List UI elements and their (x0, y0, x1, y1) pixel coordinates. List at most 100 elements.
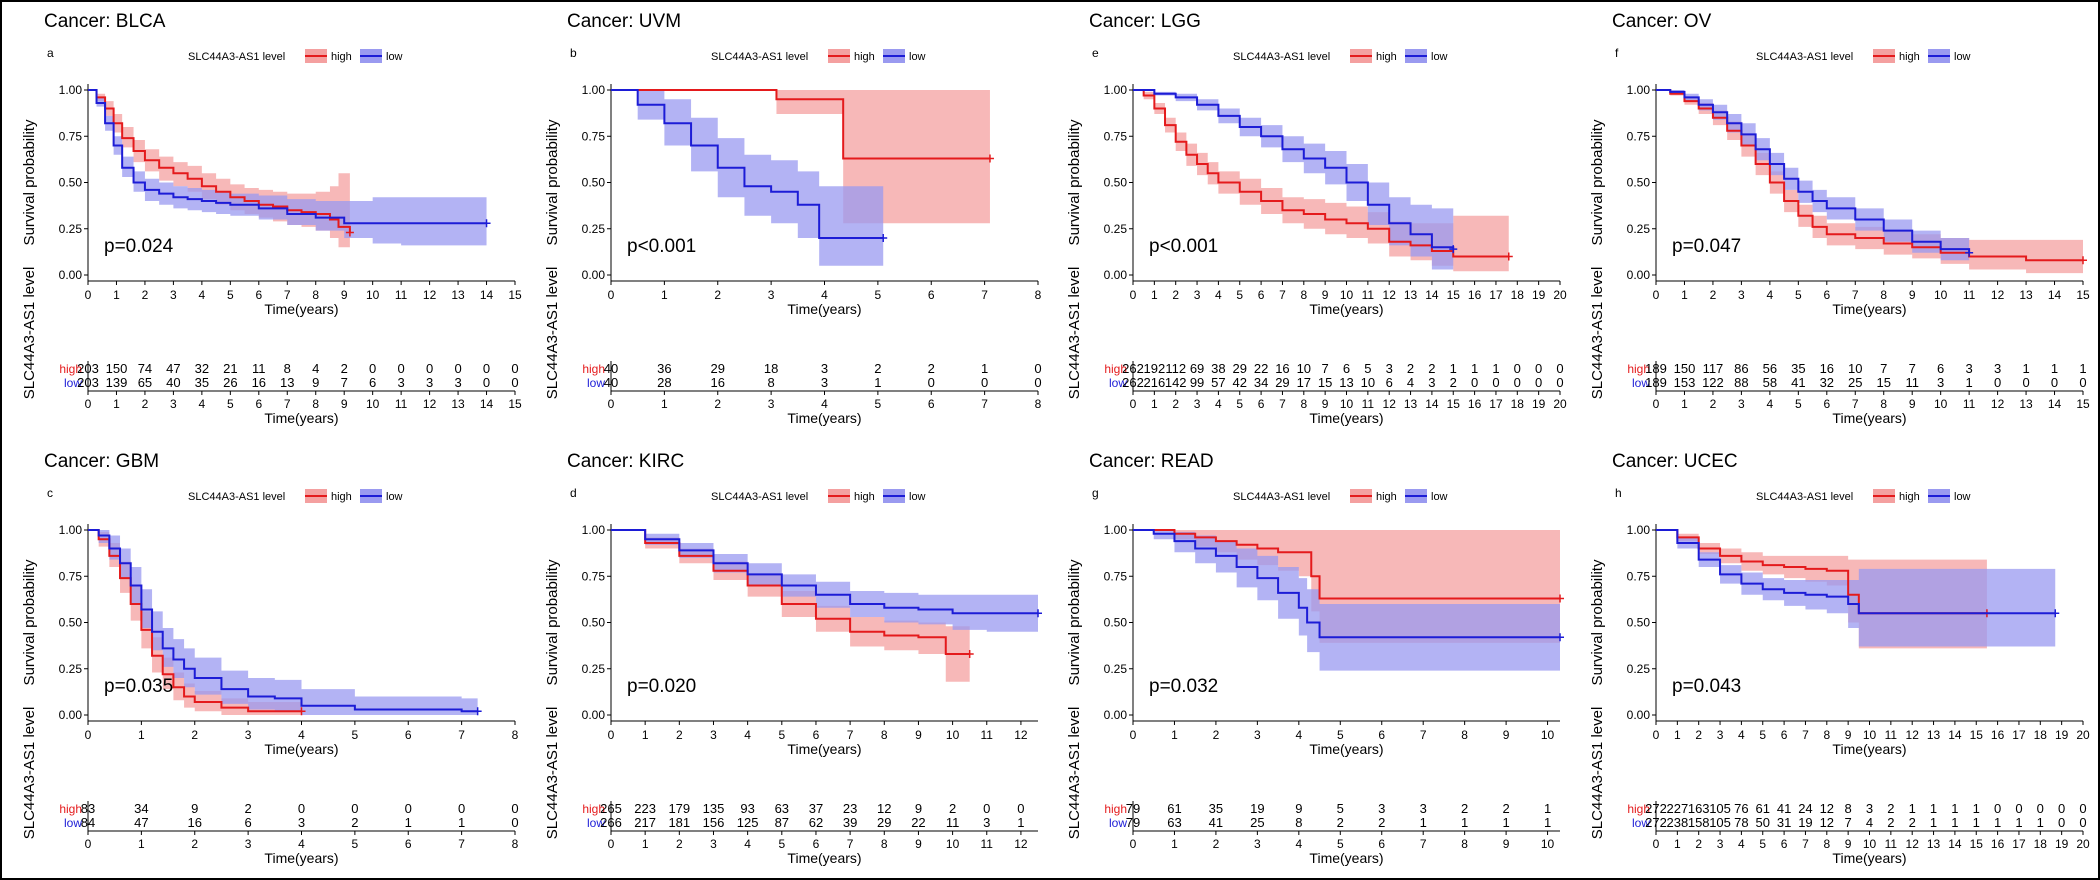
x-tick-label: 9 (1322, 288, 1329, 302)
risk-count-low: 1 (1544, 815, 1551, 830)
risk-x-tick-label: 6 (928, 397, 935, 411)
risk-count-low: 6 (1386, 375, 1393, 390)
risk-x-tick-label: 14 (480, 397, 494, 411)
risk-count-high: 29 (1233, 361, 1247, 376)
risk-count-high: 2 (1887, 801, 1894, 816)
risk-x-tick-label: 7 (1279, 397, 1286, 411)
risk-y-label: SLC44A3-AS1 level (1066, 707, 1083, 840)
legend-title: SLC44A3-AS1 level (711, 491, 808, 503)
risk-count-low: 153 (1674, 375, 1696, 390)
risk-x-tick-label: 8 (512, 837, 519, 851)
risk-count-high: 5 (1337, 801, 1344, 816)
x-tick-label: 8 (1880, 288, 1887, 302)
legend-label-high: high (331, 491, 352, 503)
y-tick-label: 0.75 (1104, 129, 1128, 143)
risk-count-high: 0 (351, 801, 358, 816)
risk-count-high: 105 (1709, 801, 1731, 816)
risk-count-high: 2 (928, 361, 935, 376)
risk-x-tick-label: 5 (1236, 397, 1243, 411)
p-value: p=0.024 (104, 236, 174, 257)
risk-count-high: 2 (245, 801, 252, 816)
risk-count-high: 5 (1364, 361, 1371, 376)
y-tick-label: 0.50 (582, 176, 606, 190)
risk-count-low: 40 (604, 375, 618, 390)
risk-count-low: 12 (1820, 815, 1834, 830)
risk-count-high: 0 (369, 361, 376, 376)
x-tick-label: 15 (1447, 288, 1461, 302)
risk-x-tick-label: 9 (1845, 837, 1852, 851)
risk-count-low: 0 (1514, 375, 1521, 390)
p-value: p=0.032 (1149, 676, 1218, 697)
risk-x-tick-label: 0 (1130, 837, 1137, 851)
risk-x-tick-label: 10 (946, 837, 960, 851)
legend-label-low: low (1431, 491, 1448, 503)
risk-count-high: 24 (1798, 801, 1812, 816)
x-tick-label: 1 (642, 728, 649, 742)
risk-count-high: 22 (1254, 361, 1268, 376)
risk-count-low: 156 (703, 815, 725, 830)
risk-x-tick-label: 15 (1447, 397, 1461, 411)
risk-count-low: 125 (737, 815, 759, 830)
risk-count-low: 1 (1502, 815, 1509, 830)
risk-count-low: 50 (1756, 815, 1770, 830)
risk-x-tick-label: 5 (1759, 837, 1766, 851)
x-tick-label: 7 (1420, 728, 1427, 742)
x-tick-label: 1 (1681, 288, 1688, 302)
risk-x-tick-label: 4 (821, 397, 828, 411)
x-tick-label: 0 (608, 288, 615, 302)
risk-x-axis-label: Time(years) (787, 410, 861, 426)
risk-x-tick-label: 2 (1213, 837, 1220, 851)
risk-count-high: 3 (1420, 801, 1427, 816)
risk-x-tick-label: 4 (1215, 397, 1222, 411)
risk-count-low: 3 (1428, 375, 1435, 390)
risk-count-low: 16 (711, 375, 725, 390)
legend-label-low: low (1954, 491, 1971, 503)
risk-count-low: 1 (1966, 375, 1973, 390)
x-tick-label: 6 (1378, 728, 1385, 742)
x-tick-label: 0 (1653, 288, 1660, 302)
x-tick-label: 1 (138, 728, 145, 742)
risk-x-tick-label: 4 (199, 397, 206, 411)
risk-count-low: 158 (1688, 815, 1710, 830)
x-tick-label: 3 (710, 728, 717, 742)
risk-x-tick-label: 6 (1781, 837, 1788, 851)
x-tick-label: 10 (1934, 288, 1948, 302)
risk-count-high: 0 (483, 361, 490, 376)
risk-x-axis-label: Time(years) (1309, 410, 1383, 426)
risk-count-low: 142 (1165, 375, 1187, 390)
risk-count-low: 57 (1211, 375, 1225, 390)
risk-count-low: 189 (1645, 375, 1667, 390)
risk-count-low: 62 (809, 815, 823, 830)
risk-count-low: 22 (911, 815, 925, 830)
risk-count-low: 1 (874, 375, 881, 390)
risk-count-low: 3 (398, 375, 405, 390)
x-tick-label: 15 (2076, 288, 2090, 302)
risk-count-low: 6 (245, 815, 252, 830)
x-tick-label: 13 (1404, 288, 1418, 302)
risk-count-low: 0 (2079, 815, 2086, 830)
risk-count-high: 38 (1211, 361, 1225, 376)
x-axis-label: Time(years) (1832, 301, 1906, 317)
y-axis-label: Survival probability (1589, 559, 1606, 685)
x-tick-label: 11 (1885, 728, 1898, 742)
x-tick-label: 6 (1781, 728, 1788, 742)
risk-count-high: 0 (1535, 361, 1542, 376)
risk-count-high: 83 (81, 801, 95, 816)
x-tick-label: 20 (1553, 288, 1567, 302)
risk-count-low: 9 (312, 375, 319, 390)
legend-label-high: high (1376, 51, 1397, 63)
risk-count-low: 47 (134, 815, 148, 830)
risk-count-low: 31 (1777, 815, 1791, 830)
risk-count-low: 13 (280, 375, 294, 390)
y-tick-label: 0.75 (1627, 569, 1651, 583)
panel-title: Cancer: KIRC (567, 451, 684, 472)
risk-count-high: 16 (1275, 361, 1289, 376)
risk-x-tick-label: 10 (1340, 397, 1354, 411)
x-tick-label: 9 (1845, 728, 1852, 742)
risk-count-low: 15 (1876, 375, 1890, 390)
risk-x-tick-label: 17 (1489, 397, 1503, 411)
legend-label-high: high (1899, 491, 1920, 503)
p-value: p<0.001 (627, 236, 696, 257)
risk-count-low: 266 (600, 815, 622, 830)
